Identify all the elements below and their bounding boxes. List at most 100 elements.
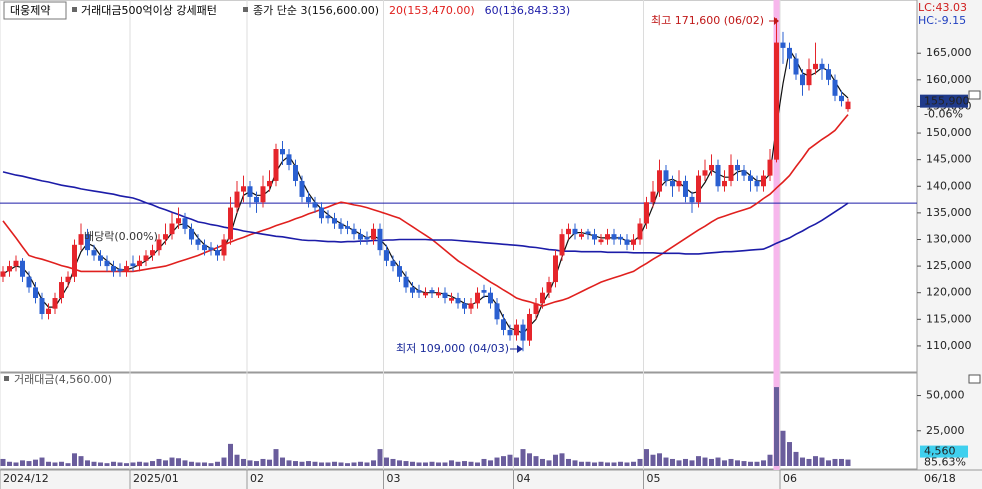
candle-body: [299, 180, 305, 197]
candle-body: [26, 276, 32, 288]
candle-body: [657, 170, 662, 192]
volume-bar: [767, 454, 773, 466]
candle-body: [52, 298, 58, 309]
volume-bar: [728, 458, 734, 466]
candle-body: [709, 164, 714, 171]
candle-body: [637, 223, 643, 240]
volume-bar: [189, 461, 194, 466]
candle-body: [390, 260, 396, 267]
candle-body: [579, 234, 584, 237]
volume-bar: [592, 462, 597, 466]
volume-bar: [286, 460, 292, 466]
volume-bar: [800, 457, 805, 466]
y-tick-label: 150,000: [926, 126, 972, 139]
candle-body: [143, 255, 149, 261]
volume-bar: [143, 462, 149, 466]
low-annotation: 최저 109,000 (04/03): [396, 342, 509, 355]
volume-bar: [299, 461, 305, 466]
candle-body: [260, 186, 266, 203]
volume-bar: [0, 458, 6, 466]
bullet: [72, 7, 77, 12]
candle-body: [676, 180, 682, 187]
volume-bar: [338, 462, 344, 466]
candle-body: [722, 180, 727, 187]
volume-bar: [150, 461, 155, 466]
ticker-box[interactable]: [3, 1, 67, 20]
candle-body: [156, 239, 162, 251]
volume-bar: [215, 461, 220, 466]
axes: 2024/12 2025/01 02 03 04 05 06 110,000 115,000 12…: [3, 46, 972, 485]
hc-label: HC:-9.15: [918, 14, 966, 27]
candle-body: [319, 207, 324, 219]
candle-body: [20, 260, 25, 277]
candle-body: [208, 247, 214, 251]
volume-panel: [0, 372, 918, 470]
volume-bar: [839, 458, 844, 466]
candle-body: [111, 266, 116, 272]
candle-body: [202, 244, 207, 251]
volume-bar: [39, 457, 45, 466]
candle-body: [826, 69, 831, 80]
x-tick-label: 06: [783, 472, 797, 485]
candle-body: [585, 231, 591, 235]
volume-bar: [13, 462, 19, 466]
legend-entry: 60(136,843.33): [485, 4, 571, 17]
candle-body: [215, 250, 220, 256]
candle-body: [0, 271, 6, 277]
lc-label: LC:43.03: [918, 1, 967, 14]
candle-body: [85, 234, 90, 251]
legend-entry: 20(153,470.00): [389, 4, 475, 17]
volume-bar: [364, 462, 370, 466]
current-price-box: [920, 94, 968, 108]
volume-bar: [774, 387, 779, 466]
candle-body: [59, 282, 64, 299]
volume-bar: [670, 458, 675, 466]
candle-body: [241, 186, 246, 192]
last-date: 06/18: [924, 472, 956, 485]
candle-body: [624, 239, 630, 245]
volume-bar: [234, 454, 240, 466]
volume-bar: [780, 430, 786, 466]
volume-bar: [26, 461, 32, 466]
volume-bar: [202, 462, 207, 466]
candle-body: [78, 234, 84, 245]
volume-tick-label: 50,000: [926, 389, 965, 402]
candle-body: [462, 303, 467, 309]
volume-bar: [98, 462, 103, 466]
candle-body: [566, 228, 571, 235]
legend-entry: 종가 단순 3(156,600.00): [253, 4, 379, 17]
highlight-band: [773, 0, 780, 470]
candle-body: [195, 239, 201, 245]
x-tick-label: 2025/01: [133, 472, 179, 485]
panel-button[interactable]: [968, 374, 981, 384]
volume-bar: [832, 458, 838, 466]
candle-body: [832, 79, 838, 96]
volume-legend: 거래대금(4,560.00): [14, 373, 112, 386]
volume-bar: [475, 462, 480, 466]
panel-button[interactable]: [968, 90, 981, 100]
candle-body: [189, 228, 194, 240]
candle-body: [475, 292, 480, 304]
candle-body: [351, 228, 357, 235]
candle-body: [247, 186, 253, 197]
y-tick-label: 165,000: [926, 46, 972, 59]
volume-bar: [280, 457, 285, 466]
volume-bar: [78, 456, 84, 466]
volume-bar: [117, 462, 123, 466]
volume-bar: [585, 461, 591, 466]
candle-body: [312, 202, 318, 208]
volume-bar: [676, 460, 682, 466]
volume-bar: [722, 460, 727, 466]
candle-body: [741, 170, 747, 176]
candle-body: [533, 303, 539, 314]
volume-bar: [754, 461, 760, 466]
volume-bar: [657, 453, 662, 466]
x-tick-label: 2024/12: [3, 472, 49, 485]
ticker-name: 대웅제약: [10, 3, 50, 17]
candle-body: [663, 170, 669, 181]
candle-body: [254, 196, 259, 203]
volume-bar: [579, 461, 584, 466]
current-volume-label: 4,560: [924, 445, 956, 458]
candle-body: [780, 42, 786, 48]
